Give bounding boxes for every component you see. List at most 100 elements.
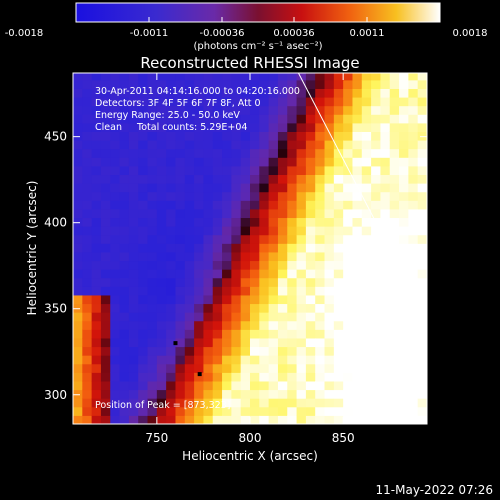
heatmap-cell [91, 217, 102, 227]
heatmap-cell [203, 200, 214, 210]
heatmap-cell [343, 208, 353, 219]
heatmap-cell [184, 73, 195, 81]
heatmap-cell [110, 406, 121, 416]
heatmap-cell [399, 140, 409, 150]
heatmap-cell [184, 303, 195, 313]
heatmap-cell [91, 355, 102, 365]
heatmap-cell [175, 277, 186, 287]
heatmap-cell [128, 398, 139, 408]
heatmap-cell [389, 251, 400, 262]
heatmap-cell [240, 97, 251, 107]
heatmap-cell [138, 191, 149, 201]
heatmap-cell [333, 191, 344, 201]
heatmap-cell [100, 226, 111, 236]
heatmap-cell [100, 269, 111, 279]
heatmap-cell [315, 183, 326, 193]
heatmap-cell [128, 131, 139, 141]
heatmap-cell [287, 131, 298, 141]
heatmap-cell [287, 269, 298, 279]
heatmap-cell [277, 363, 288, 373]
heatmap-cell [203, 208, 214, 219]
y-tick-label: 400 [44, 216, 67, 230]
heatmap-cell [175, 389, 186, 399]
peak-position-label: Position of Peak = [873,323] [95, 400, 230, 411]
heatmap-cell [212, 234, 223, 244]
heatmap-cell [73, 191, 83, 201]
heatmap-cell [73, 217, 83, 227]
heatmap-cell [250, 312, 260, 322]
heatmap-cell [231, 415, 242, 424]
heatmap-cell [128, 105, 139, 115]
heatmap-cell [147, 398, 158, 408]
heatmap-cell [259, 277, 270, 287]
heatmap-cell [147, 183, 158, 193]
heatmap-cell [156, 79, 167, 89]
heatmap-cell [156, 277, 167, 287]
heatmap-cell [73, 277, 83, 287]
heatmap-cell [73, 312, 83, 322]
heatmap-cell [82, 346, 93, 356]
heatmap-cell [91, 398, 102, 408]
heatmap-cell [166, 79, 176, 89]
heatmap-cell [399, 286, 409, 296]
heatmap-cell [147, 148, 158, 158]
heatmap-cell [333, 406, 344, 416]
heatmap-cell [268, 294, 279, 305]
heatmap-cell [156, 97, 167, 107]
heatmap-cell [73, 372, 83, 382]
heatmap-cell [231, 157, 242, 167]
heatmap-cell [73, 269, 83, 279]
heatmap-cell [333, 303, 344, 313]
heatmap-cell [287, 260, 298, 270]
heatmap-cell [324, 114, 335, 124]
heatmap-cell [389, 122, 400, 132]
heatmap-cell [203, 380, 214, 391]
heatmap-cell [231, 312, 242, 322]
heatmap-cell [268, 234, 279, 244]
heatmap-cell [371, 389, 381, 399]
y-tick-label: 450 [44, 130, 67, 144]
heatmap-cell [119, 97, 130, 107]
heatmap-cell [82, 183, 93, 193]
heatmap-cell [250, 131, 260, 141]
heatmap-cell [203, 234, 214, 244]
heatmap-cell [389, 191, 400, 201]
heatmap-cell [212, 191, 223, 201]
heatmap-cell [119, 277, 130, 287]
heatmap-cell [73, 380, 83, 391]
heatmap-cell [389, 320, 400, 330]
heatmap-cell [399, 226, 409, 236]
heatmap-cell [110, 174, 121, 184]
heatmap-cell [380, 286, 391, 296]
heatmap-cell [203, 183, 214, 193]
heatmap-cell [166, 174, 176, 184]
heatmap-cell [259, 320, 270, 330]
heatmap-cell [277, 88, 288, 98]
heatmap-cell [240, 260, 251, 270]
heatmap-cell [287, 243, 298, 253]
heatmap-cell [231, 277, 242, 287]
heatmap-cell [240, 191, 251, 201]
heatmap-cell [250, 79, 260, 89]
heatmap-cell [194, 312, 204, 322]
heatmap-cell [333, 372, 344, 382]
heatmap-cell [212, 122, 223, 132]
heatmap-cell [100, 329, 111, 339]
heatmap-cell [184, 105, 195, 115]
heatmap-cell [119, 251, 130, 262]
heatmap-cell [194, 79, 204, 89]
heatmap-cell [128, 294, 139, 305]
heatmap-cell [380, 372, 391, 382]
heatmap-cell [277, 337, 288, 348]
heatmap-cell [175, 355, 186, 365]
heatmap-cell [305, 277, 316, 287]
heatmap-cell [399, 183, 409, 193]
heatmap-cell [100, 234, 111, 244]
heatmap-cell [380, 217, 391, 227]
heatmap-cell [389, 226, 400, 236]
heatmap-cell [73, 208, 83, 219]
heatmap-cell [259, 97, 270, 107]
heatmap-cell [305, 157, 316, 167]
heatmap-cell [333, 363, 344, 373]
